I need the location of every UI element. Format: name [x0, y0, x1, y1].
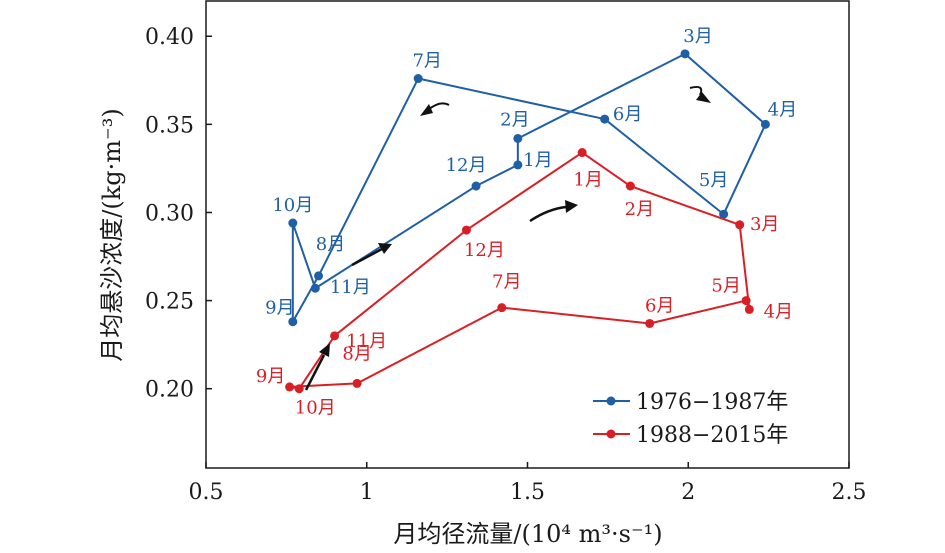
y-tick-label: 0.30: [145, 201, 194, 226]
data-point: [461, 225, 471, 235]
arrow-icon: [689, 85, 703, 96]
data-point: [760, 119, 770, 129]
axis-ticks: 0.5 1 1.5 2 2.5 0.20 0.25 0.30 0.35 0.40: [145, 25, 866, 505]
data-point: [513, 160, 523, 170]
point-label: 11月: [330, 277, 371, 298]
point-label: 3月: [683, 26, 712, 47]
point-label: 12月: [446, 155, 487, 176]
point-label: 10月: [295, 398, 336, 419]
arrow-icon: [565, 200, 578, 213]
data-point: [285, 382, 295, 392]
point-label: 2月: [625, 199, 654, 220]
point-label: 4月: [764, 301, 793, 322]
data-point: [625, 181, 635, 191]
point-label: 8月: [342, 343, 371, 364]
data-point: [719, 209, 729, 219]
data-point: [288, 218, 298, 228]
data-point: [577, 148, 587, 158]
data-point: [741, 296, 751, 306]
point-label: 2月: [500, 109, 529, 130]
x-tick-label: 0.5: [189, 480, 224, 505]
x-axis-title: 月均径流量/(10⁴ m³·s⁻¹): [393, 520, 662, 548]
point-label: 11月: [346, 331, 387, 352]
legend-label: 1976−1987年: [636, 390, 788, 415]
point-label: 7月: [492, 272, 521, 293]
x-tick-label: 1.5: [510, 480, 545, 505]
data-point: [645, 318, 655, 328]
data-point: [314, 271, 324, 281]
y-tick-label: 0.20: [145, 378, 194, 403]
data-point: [288, 317, 298, 327]
point-label: 8月: [316, 234, 345, 255]
y-tick-label: 0.35: [145, 113, 194, 138]
point-label: 6月: [613, 104, 642, 125]
series-layer: 1月 2月 3月 4月 5月 6月 7月 8月 9月 10月 11月 12月 1月 2月 3月 4月 5月 6月 7…: [256, 26, 797, 419]
point-label: 6月: [645, 295, 674, 316]
data-point: [513, 133, 523, 143]
legend: 1976−1987年 1988−2015年: [593, 390, 788, 448]
data-point: [294, 384, 304, 394]
point-label: 10月: [272, 195, 313, 216]
series-1: 1月 2月 3月 4月 5月 6月 7月 8月 9月 10月 11月 12月: [265, 26, 797, 327]
data-point: [330, 331, 340, 341]
arrow-icon: [420, 104, 433, 116]
data-point: [744, 304, 754, 314]
arrow-icon: [351, 247, 383, 267]
data-point: [471, 181, 481, 191]
x-tick-label: 2: [681, 480, 695, 505]
legend-marker: [606, 396, 616, 406]
point-label: 4月: [768, 99, 797, 120]
arrow-icon: [529, 205, 567, 223]
data-point: [600, 114, 610, 124]
data-point: [497, 303, 507, 313]
y-tick-label: 0.25: [145, 290, 194, 315]
point-label: 12月: [464, 240, 505, 261]
point-label: 1月: [523, 150, 552, 171]
arrow-icon: [696, 92, 711, 103]
x-tick-label: 1: [360, 480, 374, 505]
direction-arrows: [304, 85, 711, 391]
point-label: 9月: [265, 298, 294, 319]
data-point: [680, 49, 690, 59]
data-point: [413, 74, 423, 84]
point-label: 3月: [750, 214, 779, 235]
y-tick-label: 0.40: [145, 25, 194, 50]
data-point: [310, 283, 320, 293]
legend-marker: [606, 429, 616, 439]
point-label: 1月: [573, 170, 602, 191]
point-label: 5月: [699, 170, 728, 191]
point-label: 5月: [711, 276, 740, 297]
x-tick-label: 2.5: [832, 480, 867, 505]
legend-label: 1988−2015年: [636, 423, 788, 448]
data-point: [735, 220, 745, 230]
y-axis-title: 月均悬沙浓度/(kg·m⁻³): [98, 108, 126, 361]
arrow-icon: [378, 243, 392, 254]
series-2: 1月 2月 3月 4月 5月 6月 7月 8月 9月 10月 11月 12月: [256, 148, 793, 419]
arrow-icon: [304, 354, 326, 391]
point-label: 9月: [256, 366, 285, 387]
arrow-icon: [319, 343, 330, 357]
point-label: 7月: [412, 51, 441, 72]
data-point: [352, 378, 362, 388]
